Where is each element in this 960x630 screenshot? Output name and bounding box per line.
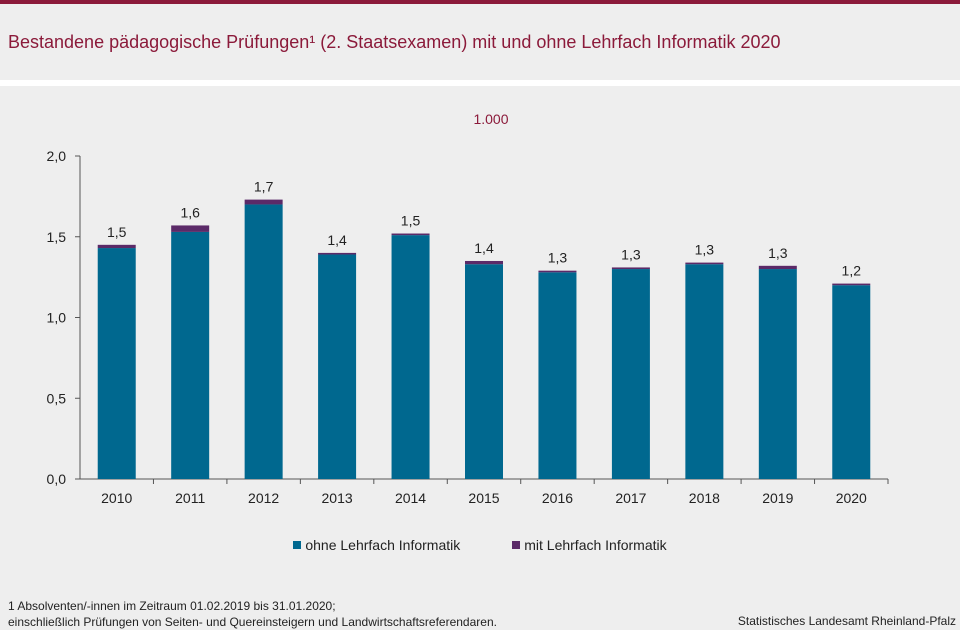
top-rule — [0, 0, 960, 4]
bar-segment-ohne — [391, 235, 430, 479]
header-band — [0, 4, 960, 80]
legend-item-mit: mit Lehrfach Informatik — [512, 537, 667, 553]
x-tick-label: 2020 — [836, 490, 867, 506]
legend-item-ohne: ohne Lehrfach Informatik — [293, 537, 460, 553]
y-tick-label: 0,5 — [47, 390, 67, 406]
bar-segment-mit — [244, 199, 283, 205]
unit-label: 1.000 — [473, 111, 509, 127]
header-divider — [0, 80, 960, 86]
x-tick-label: 2017 — [615, 490, 646, 506]
bar-total-label: 1,5 — [107, 224, 127, 240]
bar-total-label: 1,3 — [621, 246, 641, 262]
legend-swatch-ohne — [293, 541, 302, 549]
bar-segment-mit — [685, 262, 724, 265]
chart-title: Bestandene pädagogische Prüfungen¹ (2. S… — [8, 32, 781, 52]
bar-segment-ohne — [538, 272, 577, 479]
source-note: Statistisches Landesamt Rheinland-Pfalz — [737, 614, 956, 628]
x-tick-label: 2016 — [542, 490, 573, 506]
y-tick-label: 0,0 — [47, 471, 67, 487]
y-tick-label: 2,0 — [47, 148, 67, 164]
bar-segment-ohne — [97, 248, 136, 479]
bar-total-label: 1,6 — [180, 204, 200, 220]
legend-label-ohne: ohne Lehrfach Informatik — [305, 537, 461, 553]
x-tick-label: 2012 — [248, 490, 279, 506]
x-tick-label: 2018 — [689, 490, 720, 506]
footnote: 1 Absolventen/-innen im Zeitraum 01.02.2… — [8, 598, 497, 630]
bar-total-label: 1,2 — [842, 263, 862, 279]
bar-total-label: 1,5 — [401, 213, 421, 229]
x-tick-label: 2015 — [468, 490, 499, 506]
bar-total-label: 1,7 — [254, 179, 274, 195]
bar-total-label: 1,4 — [327, 232, 347, 248]
bar-segment-ohne — [832, 285, 871, 479]
bar-segment-mit — [465, 260, 503, 265]
bar-segment-ohne — [318, 254, 357, 479]
x-tick-label: 2013 — [322, 490, 353, 506]
bar-total-label: 1,3 — [768, 245, 788, 261]
bar-total-label: 1,3 — [548, 250, 568, 266]
bar-segment-ohne — [171, 231, 210, 479]
bar-segment-mit — [758, 265, 797, 270]
x-tick-label: 2011 — [175, 490, 205, 506]
bar-segment-mit — [171, 225, 210, 232]
legend: ohne Lehrfach Informatik mit Lehrfach In… — [0, 537, 960, 553]
footnote-line-1: 1 Absolventen/-innen im Zeitraum 01.02.2… — [8, 599, 336, 613]
bar-segment-mit — [318, 252, 357, 255]
bar-total-label: 1,4 — [474, 240, 494, 256]
bar-segment-ohne — [758, 269, 797, 479]
bar-segment-ohne — [611, 269, 650, 479]
x-tick-label: 2010 — [101, 490, 132, 506]
bar-segment-mit — [832, 283, 871, 286]
bar-segment-ohne — [244, 204, 283, 479]
legend-swatch-mit — [512, 541, 521, 549]
bar-segment-mit — [97, 244, 136, 249]
bar-segment-mit — [611, 267, 650, 270]
y-tick-label: 1,0 — [47, 310, 67, 326]
y-tick-label: 1,5 — [47, 229, 67, 245]
bar-segment-ohne — [685, 264, 724, 479]
bar-segment-mit — [538, 270, 577, 273]
bar-total-label: 1,3 — [695, 242, 715, 258]
x-tick-label: 2014 — [395, 490, 426, 506]
bar-segment-mit — [391, 233, 430, 236]
footnote-line-2: einschließlich Prüfungen von Seiten- und… — [8, 615, 497, 629]
x-tick-label: 2019 — [762, 490, 793, 506]
legend-label-mit: mit Lehrfach Informatik — [524, 537, 667, 553]
bar-segment-ohne — [465, 264, 503, 479]
